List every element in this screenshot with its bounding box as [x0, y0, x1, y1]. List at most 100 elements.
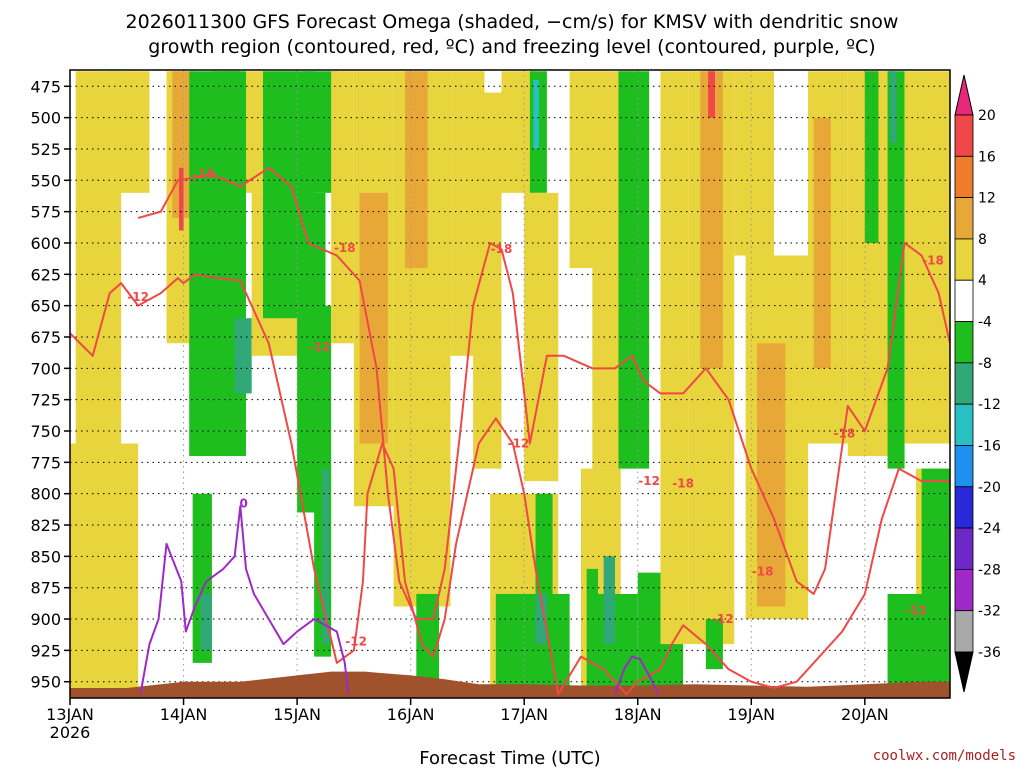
- colorbar-swatch-8: [954, 445, 974, 488]
- contour-label-0: -12: [127, 290, 149, 304]
- x-tick-label-18JAN: 18JAN: [614, 705, 662, 724]
- omega-band-34: [535, 493, 553, 594]
- y-tick-label-500: 500: [30, 109, 61, 128]
- colorbar-swatch-12: [954, 610, 974, 653]
- x-tick-label-16JAN: 16JAN: [387, 705, 435, 724]
- freezing-level-contour-0: [139, 505, 350, 695]
- y-tick-label-775: 775: [30, 453, 61, 472]
- colorbar-swatch-5: [954, 321, 974, 364]
- omega-band-57: [904, 71, 950, 444]
- chart-title-line-2: growth region (contoured, red, ºC) and f…: [148, 36, 875, 58]
- colorbar-swatch-4: [954, 279, 974, 322]
- contour-labels: -12-18-12-18-12-18-12-12 -18-12-18-18-18-…: [127, 167, 944, 649]
- y-tick-label-575: 575: [30, 203, 61, 222]
- colorbar-swatch-1: [954, 155, 974, 199]
- y-axis: 475 500 525 550 575 600 625 650 675 700 725 750 775 8…: [30, 77, 70, 692]
- colorbar-label-13: -36: [978, 645, 1001, 661]
- freezing-level-layer: [139, 505, 660, 695]
- contour-label-9: -12: [712, 612, 734, 626]
- omega-band-19: [331, 71, 354, 344]
- dgz-contour-0: [70, 273, 950, 696]
- omega-band-11: [234, 318, 252, 394]
- x-start-label: 13JAN: [46, 705, 94, 724]
- colorbar-label-12: -32: [978, 604, 1001, 620]
- omega-band-52: [813, 117, 831, 369]
- contour-label-14: 0: [240, 497, 248, 511]
- y-tick-label-525: 525: [30, 140, 61, 159]
- chart-title-line-1: 2026011300 GFS Forecast Omega (shaded, −…: [126, 11, 899, 33]
- contour-label-1: -18: [193, 167, 215, 181]
- freezing-level-contour-1: [614, 655, 660, 695]
- source-credit: coolwx.com/models: [873, 748, 1016, 764]
- colorbar-label-4: 4: [978, 273, 987, 289]
- contour-label-8: -18: [672, 477, 694, 491]
- contour-label-4: -12: [345, 635, 367, 649]
- plot-frame: [69, 69, 951, 699]
- omega-band-45: [700, 71, 723, 369]
- x-year-label: 2026: [50, 723, 91, 742]
- omega-band-8: [211, 71, 241, 243]
- x-tick-label-20JAN: 20JAN: [841, 705, 889, 724]
- omega-band-43: [660, 71, 689, 645]
- contour-label-3: -18: [334, 241, 356, 255]
- y-tick-label-675: 675: [30, 328, 61, 347]
- omega-shading: [70, 71, 950, 695]
- plot-area: -12-18-12-18-12-18-12-12 -18-12-18-18-18-…: [70, 70, 950, 698]
- omega-band-6: [70, 443, 139, 695]
- omega-band-48: [734, 71, 774, 256]
- colorbar-swatch-10: [954, 527, 974, 570]
- terrain-layer: [70, 671, 950, 698]
- omega-band-50: [756, 343, 786, 607]
- omega-band-55: [887, 71, 905, 469]
- omega-band-56: [889, 71, 897, 143]
- omega-band-1: [109, 71, 150, 193]
- dgz-contour-1: [137, 166, 950, 621]
- colorbar-swatch-9: [954, 486, 974, 529]
- colorbar-swatch-7: [954, 403, 974, 446]
- y-tick-label-650: 650: [30, 297, 61, 316]
- colorbar-swatch-6: [954, 362, 974, 405]
- omega-band-32: [495, 593, 570, 695]
- omega-band-18: [322, 468, 329, 645]
- y-tick-label-925: 925: [30, 641, 61, 660]
- colorbar-top-arrow: [954, 74, 974, 116]
- y-tick-label-750: 750: [30, 422, 61, 441]
- omega-band-10: [200, 593, 212, 651]
- y-tick-label-475: 475: [30, 77, 61, 96]
- colorbar-label-1: 16: [978, 149, 996, 165]
- contour-label-6: -12: [508, 437, 530, 451]
- contour-label-2: -12: [309, 340, 331, 354]
- y-tick-label-600: 600: [30, 234, 61, 253]
- contour-label-10: -18: [752, 564, 774, 578]
- terrain-surface: [70, 671, 950, 698]
- contour-layer: [70, 166, 950, 696]
- colorbar-label-8: -16: [978, 438, 1001, 454]
- omega-band-4: [179, 167, 184, 231]
- y-tick-label-875: 875: [30, 579, 61, 598]
- omega-band-47: [705, 619, 723, 670]
- gridlines: [70, 70, 950, 698]
- omega-band-25: [473, 92, 502, 469]
- colorbar-swatch-11: [954, 568, 974, 612]
- omega-band-23: [404, 71, 428, 269]
- colorbar-swatch-2: [954, 197, 974, 240]
- y-tick-label-725: 725: [30, 391, 61, 410]
- omega-band-60: [921, 468, 950, 607]
- x-tick-label-19JAN: 19JAN: [727, 705, 775, 724]
- y-tick-label-625: 625: [30, 265, 61, 284]
- y-tick-label-800: 800: [30, 485, 61, 504]
- colorbar-label-7: -12: [978, 397, 1001, 413]
- colorbar-label-3: 8: [978, 232, 987, 248]
- x-tick-label-15JAN: 15JAN: [273, 705, 321, 724]
- colorbar-bottom-arrow: [954, 651, 974, 693]
- x-axis-title: Forecast Time (UTC): [419, 748, 600, 768]
- omega-band-33: [535, 568, 547, 645]
- x-tick-label-17JAN: 17JAN: [500, 705, 548, 724]
- y-tick-label-550: 550: [30, 171, 61, 190]
- omega-band-41: [618, 71, 650, 469]
- y-tick-label-825: 825: [30, 516, 61, 535]
- contour-label-12: -18: [922, 254, 944, 268]
- colorbar-label-9: -20: [978, 480, 1001, 496]
- contour-label-11: -18: [834, 427, 856, 441]
